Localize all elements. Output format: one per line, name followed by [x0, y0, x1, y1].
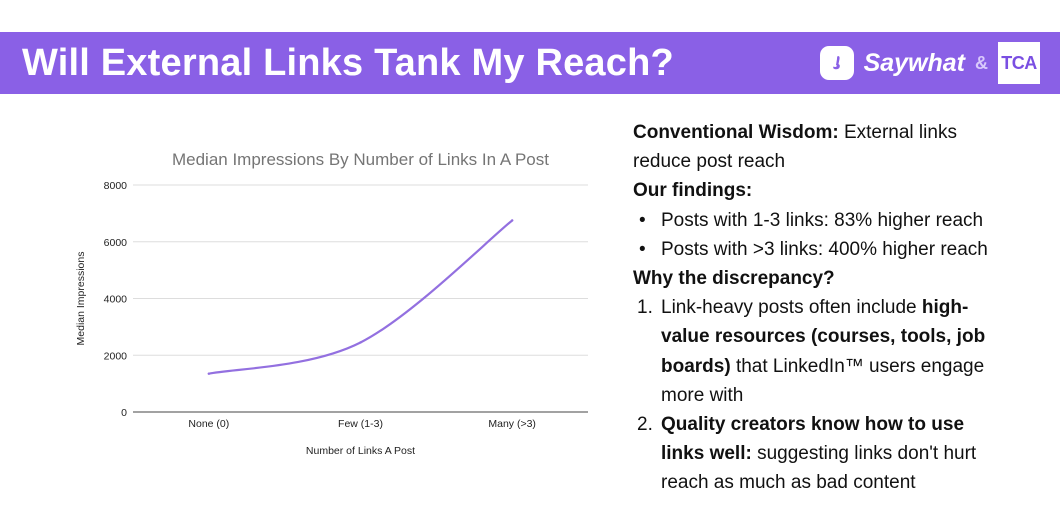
reason-line: more with [661, 381, 1033, 410]
reason-text: Link-heavy posts often include [661, 297, 922, 319]
bullet-dot: • [639, 238, 646, 260]
x-tick-label: None (0) [188, 418, 229, 430]
x-axis-label: Number of Links A Post [306, 445, 415, 457]
y-tick-label: 8000 [104, 180, 128, 192]
saywhat-logo-icon [819, 46, 854, 80]
reason-item-2: 2. Quality creators know how to use link… [633, 410, 1033, 498]
brand-name: Saywhat [863, 48, 965, 77]
reason-text: reach as much as bad content [661, 472, 916, 494]
chart-area: Median Impressions By Number of Links In… [60, 135, 610, 475]
findings-heading: Our findings: [633, 176, 1033, 205]
reason-line: links well: suggesting links don't hurt [661, 439, 1033, 468]
y-tick-label: 0 [121, 407, 127, 419]
line-chart: Median Impressions By Number of Links In… [75, 150, 588, 457]
reason-text: suggesting links don't hurt [751, 443, 977, 465]
x-tick-label: Many (>3) [488, 418, 536, 430]
finding-bullet: • Posts with >3 links: 400% higher reach [633, 235, 1033, 264]
finding-text: Posts with >3 links: 400% higher reach [661, 238, 988, 260]
reason-item-1: 1. Link-heavy posts often include high- … [633, 293, 1033, 410]
chart-title: Median Impressions By Number of Links In… [172, 150, 549, 169]
y-axis-label: Median Impressions [75, 252, 87, 346]
reason-bold-text: boards) [661, 355, 731, 377]
reason-line: Link-heavy posts often include high- [661, 293, 1033, 322]
reason-text: more with [661, 384, 744, 406]
bullet-dot: • [639, 209, 646, 231]
conventional-wisdom-label: Conventional Wisdom: [633, 122, 839, 143]
reason-bold-text: high- [921, 297, 969, 319]
top-whitespace [0, 0, 1060, 32]
finding-text: Posts with 1-3 links: 83% higher reach [661, 209, 984, 231]
item-number: 1. [637, 297, 653, 319]
reason-text: that LinkedIn™ users engage [730, 355, 985, 377]
findings-label: Our findings: [633, 180, 753, 202]
conventional-wisdom-line-1: Conventional Wisdom: External links [633, 118, 1033, 147]
conventional-wisdom-line-2: reduce post reach [633, 151, 786, 173]
partner-logo: TCA [998, 42, 1040, 84]
why-label: Why the discrepancy? [633, 268, 835, 290]
why-heading: Why the discrepancy? [633, 264, 1033, 293]
reason-bold-text: Quality creators know how to use [661, 414, 965, 436]
reason-bold-text: value resources (courses, tools, job [661, 326, 986, 348]
reason-line: reach as much as bad content [661, 468, 1033, 497]
speech-bubble-icon [832, 56, 840, 70]
y-tick-label: 6000 [104, 237, 128, 249]
item-number: 2. [637, 414, 653, 436]
page-title: Will External Links Tank My Reach? [22, 41, 674, 84]
y-tick-label: 4000 [104, 294, 128, 306]
conventional-wisdom-text: External links [838, 122, 957, 143]
finding-bullet: • Posts with 1-3 links: 83% higher reach [633, 206, 1033, 235]
data-point [207, 372, 211, 375]
data-point [359, 341, 362, 344]
y-tick-label: 2000 [104, 350, 128, 362]
series-line [207, 219, 514, 375]
brand-ampersand: & [975, 52, 988, 73]
reason-bold-text: links well: [661, 443, 752, 465]
reason-line: boards) that LinkedIn™ users engage [661, 352, 1033, 381]
reason-line: value resources (courses, tools, job [661, 322, 1033, 351]
reason-line: Quality creators know how to use [661, 410, 1033, 439]
header-banner: Will External Links Tank My Reach? Saywh… [0, 32, 1060, 94]
findings-panel: Conventional Wisdom: External links redu… [633, 118, 1033, 498]
x-tick-label: Few (1-3) [338, 418, 383, 430]
data-point [510, 219, 514, 222]
brand-area: Saywhat & TCA [819, 42, 1040, 84]
